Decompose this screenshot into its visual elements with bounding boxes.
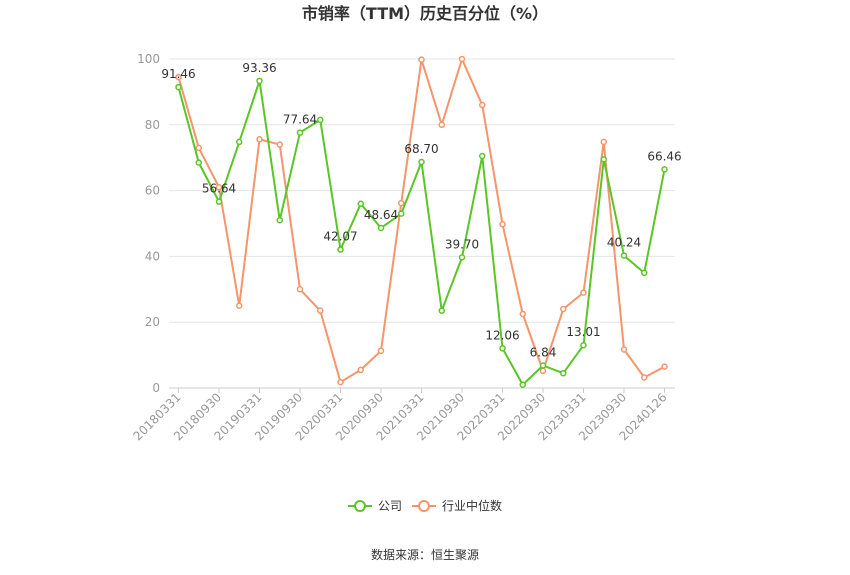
x-axis: 2018033120180930201903312019093020200331… (131, 387, 675, 443)
legend[interactable]: 公司 行业中位数 (348, 498, 502, 513)
data-point-company[interactable] (620, 252, 628, 259)
data-point-company[interactable] (377, 224, 385, 232)
data-point-industry[interactable] (499, 220, 506, 228)
y-axis-ticks: 0 20 40 60 80 100 (137, 52, 160, 395)
data-point-company[interactable] (641, 269, 648, 277)
data-point-company[interactable] (337, 246, 344, 253)
data-point-industry[interactable] (600, 138, 607, 146)
data-point-industry[interactable] (398, 199, 405, 207)
y-tick-label: 0 (152, 381, 160, 395)
data-point-industry[interactable] (479, 101, 486, 109)
data-label: 66.46 (647, 149, 681, 163)
data-point-company[interactable] (499, 345, 506, 352)
data-point-industry[interactable] (337, 378, 344, 386)
data-point-company[interactable] (600, 156, 607, 163)
data-label: 68.70 (404, 142, 438, 156)
data-point-industry[interactable] (661, 363, 668, 370)
series-lines (175, 55, 668, 388)
data-point-company[interactable] (438, 307, 445, 314)
legend-item-industry[interactable]: 行业中位数 (412, 498, 502, 513)
data-label: 39.70 (445, 237, 479, 251)
data-point-company[interactable] (418, 158, 425, 166)
data-point-company[interactable] (560, 369, 567, 377)
data-point-industry[interactable] (377, 347, 385, 355)
data-point-industry[interactable] (418, 56, 425, 63)
data-point-company[interactable] (458, 254, 466, 261)
data-point-company[interactable] (398, 210, 405, 217)
data-point-company[interactable] (236, 138, 243, 146)
source-note: 数据来源：恒生聚源 (371, 547, 479, 562)
data-point-industry[interactable] (296, 286, 304, 293)
legend-company-marker (354, 500, 366, 512)
data-label: 42.07 (323, 230, 357, 244)
data-point-industry[interactable] (580, 289, 587, 296)
y-tick-label: 100 (137, 52, 160, 66)
data-point-industry[interactable] (175, 73, 182, 81)
data-point-company[interactable] (357, 200, 364, 208)
data-point-company[interactable] (661, 166, 668, 173)
data-point-company[interactable] (296, 129, 304, 136)
data-point-industry[interactable] (357, 366, 364, 374)
data-point-industry[interactable] (236, 302, 243, 309)
data-point-company[interactable] (256, 77, 263, 85)
data-labels: 91.46 56.64 93.36 77.64 42.07 48.64 68.70 39.70… (161, 61, 681, 360)
data-point-company[interactable] (175, 83, 182, 91)
data-label: 48.64 (364, 208, 398, 222)
legend-industry-label: 行业中位数 (442, 498, 502, 513)
data-label: 93.36 (242, 61, 276, 75)
data-point-industry[interactable] (458, 55, 466, 63)
data-point-company[interactable] (519, 381, 526, 388)
data-point-industry[interactable] (560, 305, 567, 313)
y-tick-label: 60 (145, 184, 160, 198)
data-label: 6.84 (530, 345, 557, 359)
data-point-company[interactable] (195, 159, 202, 166)
data-point-company[interactable] (539, 362, 547, 369)
data-point-company[interactable] (479, 152, 486, 160)
data-point-industry[interactable] (256, 136, 263, 143)
y-tick-label: 40 (145, 249, 160, 263)
data-point-industry[interactable] (641, 374, 648, 381)
data-label: 56.64 (202, 182, 236, 196)
data-label: 13.01 (566, 325, 600, 339)
legend-industry-marker (418, 500, 430, 512)
chart-title: 市销率（TTM）历史百分位（%） (302, 4, 548, 23)
data-point-company[interactable] (317, 116, 324, 124)
data-label: 12.06 (485, 328, 519, 342)
data-label: 91.46 (161, 67, 195, 81)
data-point-industry[interactable] (317, 307, 324, 314)
data-point-company[interactable] (215, 198, 223, 205)
y-tick-label: 80 (145, 118, 160, 132)
data-point-company[interactable] (276, 216, 283, 224)
data-point-industry[interactable] (620, 346, 628, 353)
data-point-industry[interactable] (215, 184, 223, 191)
data-point-industry[interactable] (539, 367, 547, 375)
data-point-industry[interactable] (276, 141, 283, 148)
data-point-industry[interactable] (519, 310, 526, 318)
data-point-company[interactable] (580, 341, 587, 349)
legend-item-company[interactable]: 公司 (348, 499, 402, 513)
data-label: 40.24 (607, 236, 641, 250)
legend-company-label: 公司 (378, 499, 402, 513)
data-point-industry[interactable] (195, 144, 202, 152)
grid-lines (169, 58, 675, 323)
data-label: 77.64 (283, 113, 317, 127)
y-tick-label: 20 (145, 315, 160, 329)
data-point-industry[interactable] (438, 121, 445, 129)
